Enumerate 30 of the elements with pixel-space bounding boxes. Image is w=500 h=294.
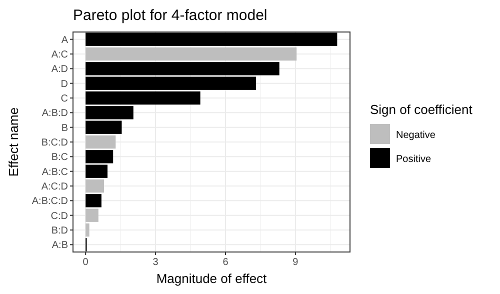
x-axis-title: Magnitude of effect	[156, 271, 268, 286]
y-tick-label: A:B:D	[42, 108, 68, 120]
legend-label: Positive	[396, 154, 432, 165]
y-tick-label: A:B:C:D	[32, 196, 68, 208]
y-tick-label: A:C	[51, 50, 68, 60]
y-tick-label: C	[60, 94, 68, 104]
y-axis-title: Effect name	[6, 107, 21, 177]
x-tick-label: 6	[222, 257, 229, 268]
chart-title: Pareto plot for 4-factor model	[73, 7, 268, 24]
y-tick-label: C:D	[50, 210, 68, 222]
bar	[86, 47, 297, 61]
y-tick-label: B:C:D	[41, 138, 68, 148]
bar	[86, 179, 104, 193]
y-tick-label: B:C	[51, 152, 68, 164]
y-tick-label: A:B	[52, 240, 68, 252]
y-tick-label: A	[61, 34, 68, 46]
legend-label: Negative	[396, 130, 436, 141]
y-tick-label: A:B:C	[42, 166, 68, 178]
x-tick-label: 3	[152, 257, 159, 268]
y-tick-label: B	[61, 122, 68, 134]
y-tick-label: B:D	[51, 226, 68, 236]
bar	[86, 32, 338, 46]
y-tick-label: A:D	[51, 64, 68, 76]
y-tick-label: A:C:D	[41, 182, 68, 192]
x-tick-label: 9	[292, 257, 299, 268]
y-tick-label: D	[60, 78, 68, 90]
bar	[86, 135, 116, 149]
x-tick-label: 0	[82, 257, 89, 268]
bar	[86, 194, 102, 208]
legend-title: Sign of coefficient	[370, 102, 473, 117]
